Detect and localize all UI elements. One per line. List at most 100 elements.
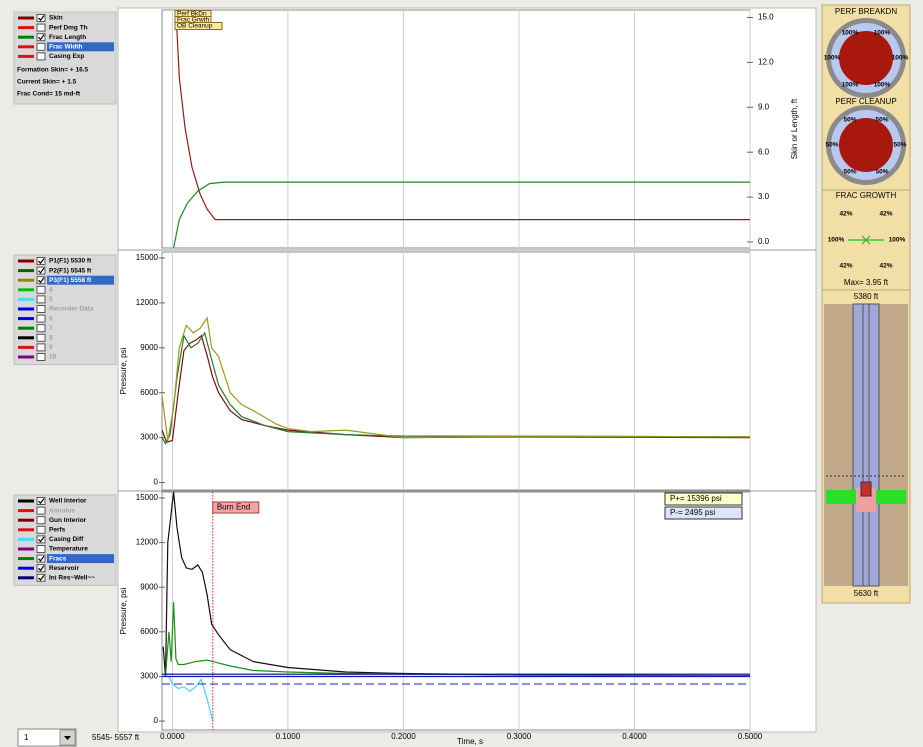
gauge-label: 50% — [875, 117, 888, 124]
y-tick-label: 9.0 — [758, 102, 770, 111]
growth-label: 42% — [879, 211, 892, 218]
legend-label: Frac Width — [49, 44, 83, 51]
gauge-label: 50% — [843, 169, 856, 176]
growth-label: 100% — [889, 237, 906, 244]
legend-label: Ini Res~Well~~ — [49, 575, 95, 582]
info-note: Formation Skin= + 16.5 — [17, 67, 89, 74]
y-tick-label: 12000 — [136, 298, 159, 307]
legend-label: Recorder Data — [49, 306, 94, 313]
y-tick-label: 15.0 — [758, 13, 774, 22]
legend-label: 10 — [49, 354, 57, 361]
y-axis-title: Skin or Length, ft — [790, 98, 799, 159]
legend-checkbox[interactable] — [37, 507, 45, 514]
y-tick-label: 3.0 — [758, 192, 770, 201]
depth-range: 5545- 5557 ft — [92, 733, 140, 742]
gauge-label: 50% — [825, 142, 838, 149]
gauge-label: 100% — [842, 82, 859, 89]
core — [839, 118, 893, 172]
legend-label: 4 — [49, 287, 53, 294]
legend-label: 7 — [49, 325, 53, 332]
gauge-label: 50% — [875, 169, 888, 176]
gauge-label: 100% — [874, 30, 891, 37]
x-tick-label: 0.5000 — [738, 732, 763, 741]
y-axis-title: Pressure, psi — [119, 587, 128, 634]
legend-checkbox[interactable] — [37, 315, 45, 322]
y-tick-label: 0 — [154, 716, 159, 725]
page: { "time_axis": {"label": "Time, s", "xli… — [0, 0, 923, 747]
y-tick-label: 0 — [154, 478, 159, 487]
info-note: Current Skin= + 1.5 — [17, 79, 77, 86]
legend-checkbox[interactable] — [37, 286, 45, 293]
gauge-title: PERF BREAKDN — [835, 7, 897, 16]
gauge-title: FRAC GROWTH — [836, 191, 897, 200]
core — [839, 31, 893, 85]
legend-label: P2(F1) 5545 ft — [49, 267, 92, 274]
growth-label: 42% — [839, 263, 852, 270]
window: 1 5545- 5557 ft Time, s PERF BREAKDN PER… — [0, 0, 923, 747]
burn-end-label: Burn End — [217, 503, 250, 512]
x-tick-label: 0.4000 — [622, 732, 647, 741]
growth-label: 42% — [839, 211, 852, 218]
legend-label: P1(F1) 5530 ft — [49, 258, 92, 265]
info-note: Frac Cond= 15 md-ft — [17, 91, 81, 98]
growth-label: 100% — [828, 237, 845, 244]
legend-checkbox[interactable] — [37, 517, 45, 524]
y-tick-label: 3000 — [140, 672, 158, 681]
legend-label: 9 — [49, 344, 53, 351]
legend-label: Reservoir — [49, 565, 79, 572]
gauge-title: PERF CLEANUP — [835, 97, 896, 106]
legend-checkbox[interactable] — [37, 296, 45, 303]
p-plus-label: P+= 15396 psi — [670, 494, 722, 503]
y-tick-label: 0.0 — [758, 237, 770, 246]
legend-label: 8 — [49, 335, 53, 342]
legend-checkbox[interactable] — [37, 354, 45, 361]
gauge-label: 100% — [842, 30, 859, 37]
x-tick-label: 0.0000 — [160, 732, 185, 741]
legend-label: 6 — [49, 315, 53, 322]
legend-checkbox[interactable] — [37, 526, 45, 533]
y-tick-label: 3000 — [140, 433, 158, 442]
p-minus-label: P-= 2495 psi — [670, 508, 715, 517]
y-tick-label: 6000 — [140, 627, 158, 636]
legend-checkbox[interactable] — [37, 24, 45, 31]
gun — [861, 482, 871, 496]
x-axis-title: Time, s — [457, 737, 483, 746]
legend-checkbox[interactable] — [37, 306, 45, 313]
y-tick-label: 9000 — [140, 582, 158, 591]
y-tick-label: 15000 — [136, 493, 159, 502]
legend-checkbox[interactable] — [37, 344, 45, 351]
gauge-label: 50% — [843, 117, 856, 124]
y-tick-label: 6.0 — [758, 147, 770, 156]
legend-label: Perfs — [49, 527, 66, 534]
legend-label: Gun Interior — [49, 517, 87, 524]
dropdown-value: 1 — [24, 733, 29, 742]
growth-label: 42% — [879, 263, 892, 270]
gauge-label: 100% — [824, 55, 841, 62]
legend-checkbox[interactable] — [37, 334, 45, 341]
annotation: OB Cleanup — [177, 23, 213, 30]
bottom-depth: 5630 ft — [854, 589, 879, 598]
legend-checkbox[interactable] — [37, 325, 45, 332]
legend-label: P3(F1) 5558 ft — [49, 277, 92, 284]
legend-label: Fracs — [49, 555, 67, 562]
legend-label: Perf Dmg Th — [49, 24, 88, 31]
legend-label: Casing Diff — [49, 536, 84, 543]
legend-checkbox[interactable] — [37, 546, 45, 553]
legend-checkbox[interactable] — [37, 53, 45, 60]
x-tick-label: 0.3000 — [507, 732, 532, 741]
y-tick-label: 12.0 — [758, 57, 774, 66]
casing — [853, 304, 879, 586]
y-tick-label: 6000 — [140, 388, 158, 397]
y-tick-label: 15000 — [136, 253, 159, 262]
legend-label: 5 — [49, 296, 53, 303]
legend-label: Frac Length — [49, 34, 86, 41]
legend-label: Well Interior — [49, 498, 87, 505]
legend-checkbox[interactable] — [37, 43, 45, 50]
gauge-label: 100% — [874, 82, 891, 89]
legend-label: Skin — [49, 15, 63, 22]
x-tick-label: 0.1000 — [276, 732, 301, 741]
x-tick-label: 0.2000 — [391, 732, 416, 741]
y-tick-label: 9000 — [140, 343, 158, 352]
legend-label: Casing Exp — [49, 53, 84, 60]
legend-label: Annulus — [49, 507, 75, 514]
